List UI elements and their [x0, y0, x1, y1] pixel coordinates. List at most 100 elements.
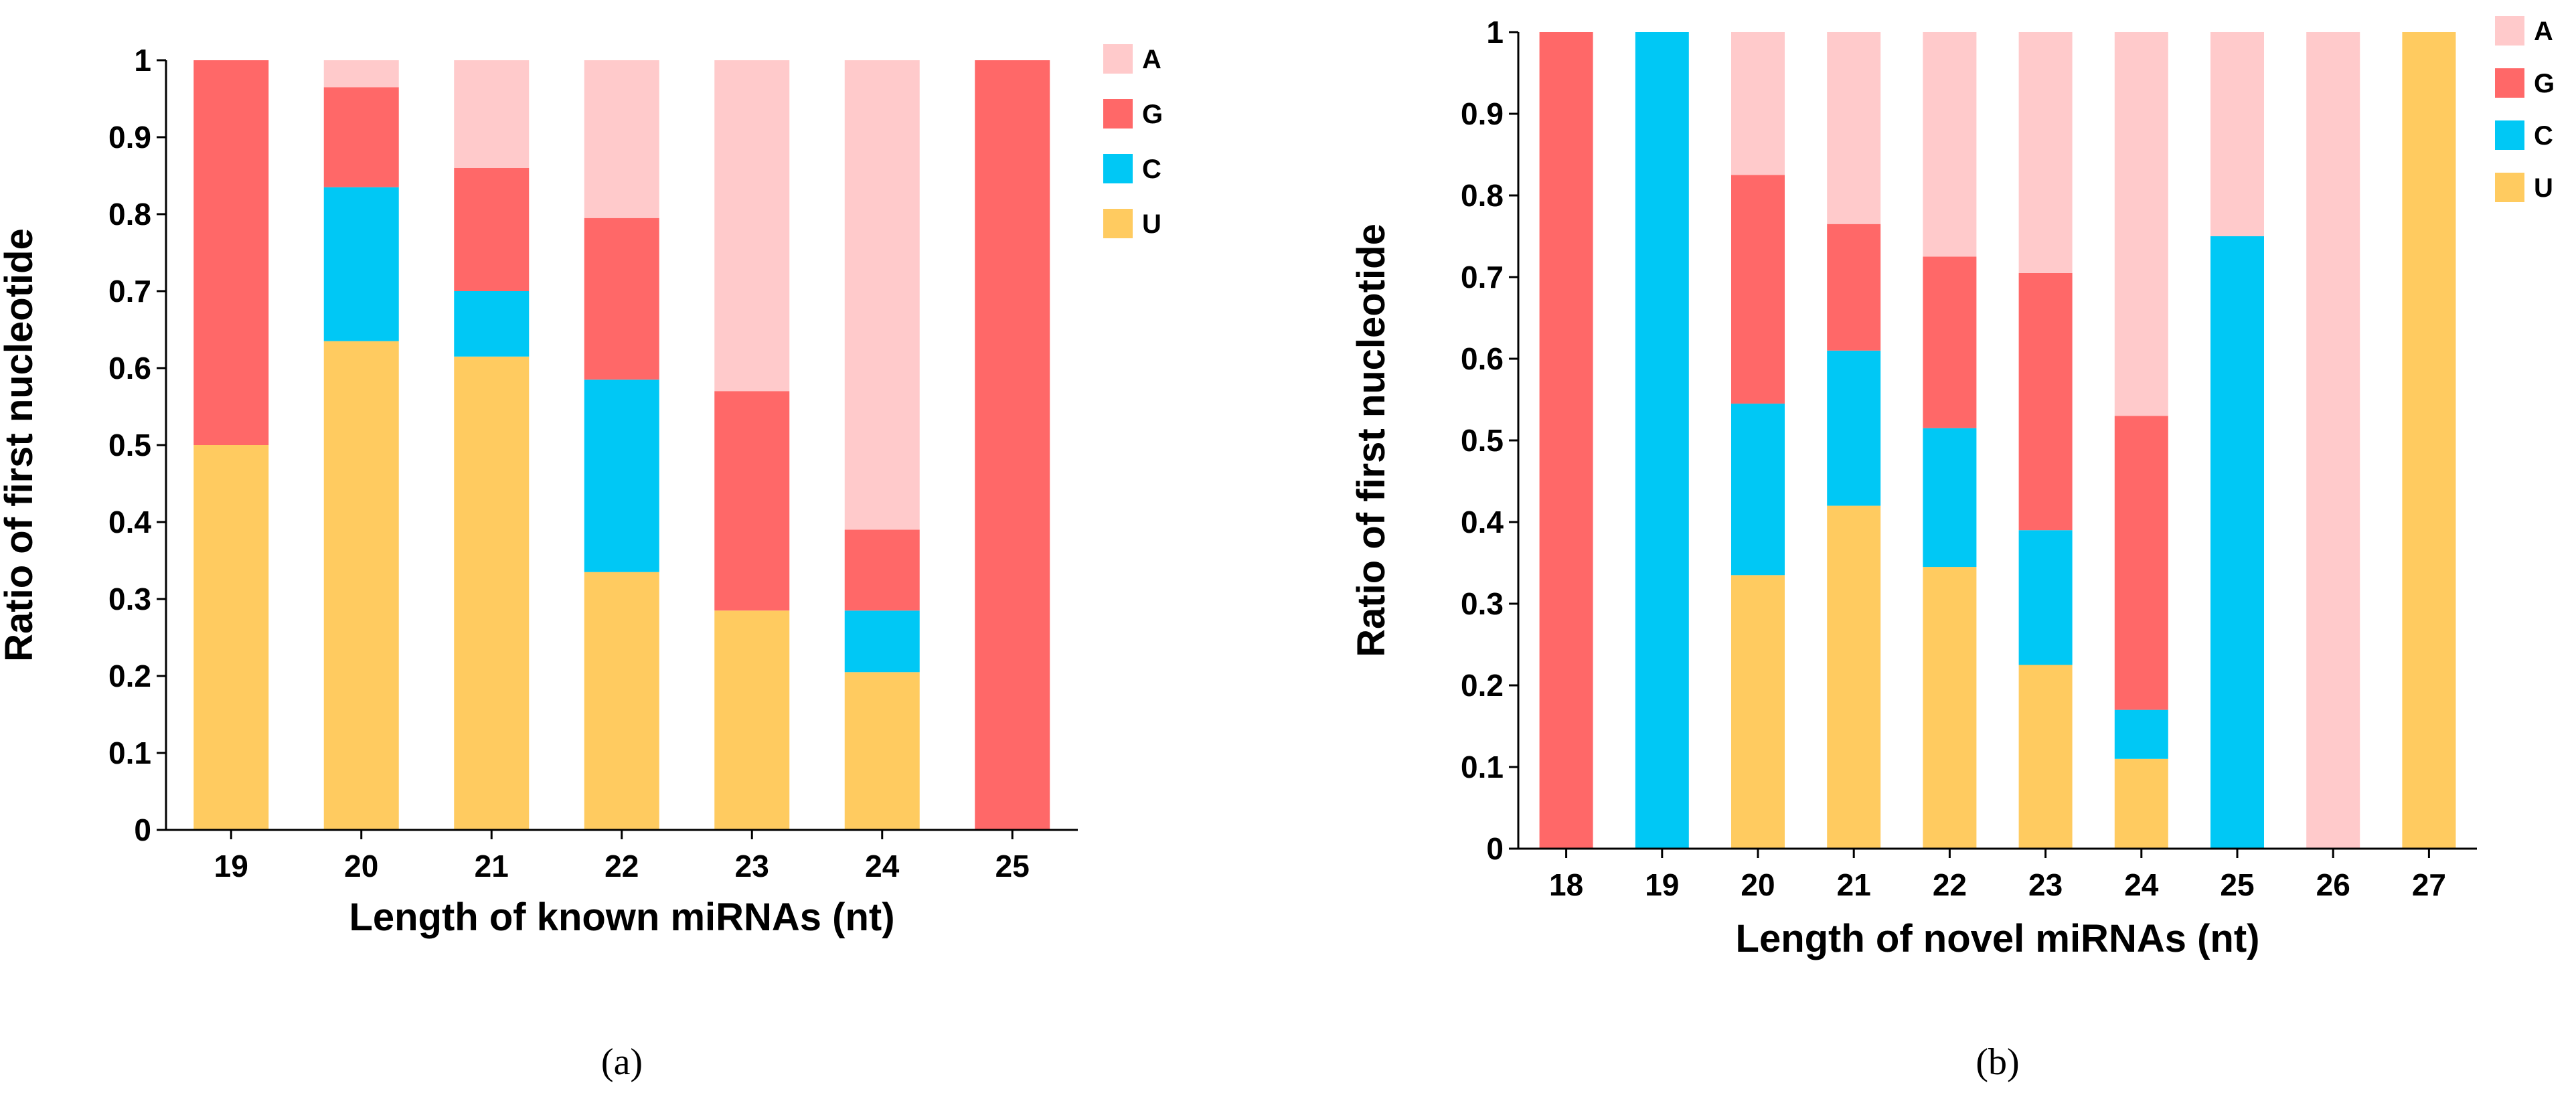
y-tick-label-a-0.6: 0.6	[108, 351, 151, 386]
bar-b-22-C	[1923, 428, 1977, 568]
x-tick-label-b-27: 27	[2412, 867, 2446, 902]
x-tick-label-a-20: 20	[344, 849, 378, 883]
x-axis-title-b: Length of novel miRNAs (nt)	[1736, 917, 2260, 960]
y-tick-label-b-0.7: 0.7	[1461, 260, 1504, 294]
y-axis-title-a: Ratio of first nucleotide	[0, 228, 41, 662]
legend-swatch-a-C	[1103, 154, 1133, 183]
x-tick-label-a-23: 23	[735, 849, 769, 883]
bar-a-20-G	[323, 87, 399, 187]
chart-a: 0 0.1 0.2 0.3 0.4 0.5 0.6 0.7 0.8 0.9 1 19 20 21 22 23 2…	[0, 43, 1163, 1083]
bar-b-21-C	[1827, 350, 1881, 506]
legend-label-a-G: G	[1142, 100, 1163, 129]
y-tick-label-a-0.4: 0.4	[108, 505, 151, 539]
y-tick-label-b-0.9: 0.9	[1461, 96, 1504, 131]
x-tick-label-b-26: 26	[2316, 867, 2350, 902]
legend-swatch-b-C	[2495, 120, 2524, 150]
y-tick-label-a-0.2: 0.2	[108, 659, 151, 693]
x-tick-label-a-21: 21	[475, 849, 509, 883]
bar-a-23-A	[714, 60, 790, 392]
bar-b-19-C	[1635, 32, 1689, 849]
y-tick-label-a-0.7: 0.7	[108, 274, 151, 309]
y-tick-label-a-0: 0	[134, 813, 151, 847]
legend-swatch-b-G	[2495, 68, 2524, 98]
bar-b-25-A	[2210, 32, 2264, 236]
y-tick-label-b-0.6: 0.6	[1461, 341, 1504, 376]
bar-b-26-A	[2306, 32, 2360, 849]
legend-swatch-b-U	[2495, 173, 2524, 202]
chart-b: 0 0.1 0.2 0.3 0.4 0.5 0.6 0.7 0.8 0.9 1 18 19 20 21 22 2…	[1350, 15, 2555, 1083]
bar-a-23-G	[714, 391, 790, 611]
bar-b-24-U	[2114, 758, 2168, 849]
panel-label-a: (a)	[601, 1041, 643, 1083]
legend-label-a-C: C	[1142, 155, 1161, 184]
y-tick-label-a-0.1: 0.1	[108, 736, 151, 770]
y-tick-label-b-0.2: 0.2	[1461, 668, 1504, 703]
x-tick-label-b-20: 20	[1741, 867, 1775, 902]
legend-swatch-a-U	[1103, 209, 1133, 238]
y-tick-label-b-0.4: 0.4	[1461, 505, 1504, 539]
bar-a-20-C	[323, 187, 399, 341]
x-tick-label-b-24: 24	[2124, 867, 2159, 902]
legend-swatch-a-G	[1103, 99, 1133, 129]
x-tick-label-b-23: 23	[2028, 867, 2063, 902]
bar-a-21-G	[454, 168, 530, 291]
legend-label-b-U: U	[2534, 173, 2553, 203]
bar-a-20-A	[323, 60, 399, 88]
bar-a-25-G	[975, 60, 1050, 830]
y-tick-label-a-0.8: 0.8	[108, 197, 151, 232]
bar-a-24-U	[844, 672, 920, 830]
bar-a-19-G	[193, 60, 269, 445]
bar-b-22-G	[1923, 256, 1977, 428]
legend-label-b-C: C	[2534, 121, 2553, 151]
bar-b-25-C	[2210, 236, 2264, 849]
bar-b-18-G	[1539, 32, 1593, 849]
x-tick-label-b-25: 25	[2220, 867, 2254, 902]
y-tick-label-b-1: 1	[1486, 15, 1504, 50]
legend-label-a-A: A	[1142, 45, 1161, 74]
bar-a-21-U	[454, 356, 530, 830]
y-axis-title-b: Ratio of first nucleotide	[1350, 224, 1393, 657]
y-tick-label-a-0.3: 0.3	[108, 582, 151, 616]
bar-b-20-C	[1731, 404, 1785, 576]
legend-swatch-a-A	[1103, 44, 1133, 74]
y-tick-label-b-0.8: 0.8	[1461, 178, 1504, 213]
x-tick-label-b-21: 21	[1837, 867, 1871, 902]
bar-a-21-A	[454, 60, 530, 168]
bar-a-22-U	[584, 572, 659, 830]
x-tick-label-a-24: 24	[865, 849, 900, 883]
bar-b-24-C	[2114, 709, 2168, 759]
bar-a-24-G	[844, 529, 920, 611]
bar-b-23-C	[2018, 530, 2073, 665]
legend-label-b-G: G	[2534, 69, 2555, 98]
bar-b-24-G	[2114, 416, 2168, 710]
bar-b-23-A	[2018, 32, 2073, 273]
bar-b-20-A	[1731, 32, 1785, 175]
bar-a-21-C	[454, 291, 530, 357]
legend-label-b-A: A	[2534, 17, 2553, 46]
y-tick-label-a-0.5: 0.5	[108, 428, 151, 462]
bar-b-21-U	[1827, 505, 1881, 849]
bar-a-20-U	[323, 341, 399, 830]
x-tick-label-a-19: 19	[214, 849, 248, 883]
legend-label-a-U: U	[1142, 209, 1161, 239]
bar-b-24-A	[2114, 32, 2168, 416]
bar-b-21-A	[1827, 32, 1881, 224]
x-tick-label-a-25: 25	[995, 849, 1030, 883]
x-tick-label-b-18: 18	[1549, 867, 1583, 902]
bar-b-23-G	[2018, 272, 2073, 531]
bar-a-19-U	[193, 445, 269, 830]
y-tick-label-a-0.9: 0.9	[108, 120, 151, 155]
bar-a-24-A	[844, 60, 920, 530]
bar-a-22-A	[584, 60, 659, 218]
bar-b-20-U	[1731, 575, 1785, 849]
x-tick-label-a-22: 22	[605, 849, 639, 883]
y-tick-label-b-0.3: 0.3	[1461, 586, 1504, 621]
bar-b-22-A	[1923, 32, 1977, 257]
y-tick-label-a-1: 1	[134, 43, 151, 78]
y-tick-label-b-0: 0	[1486, 831, 1504, 866]
bar-b-22-U	[1923, 567, 1977, 849]
x-axis-title-a: Length of known miRNAs (nt)	[349, 896, 894, 939]
x-tick-label-b-22: 22	[1933, 867, 1967, 902]
y-tick-label-b-0.1: 0.1	[1461, 750, 1504, 784]
